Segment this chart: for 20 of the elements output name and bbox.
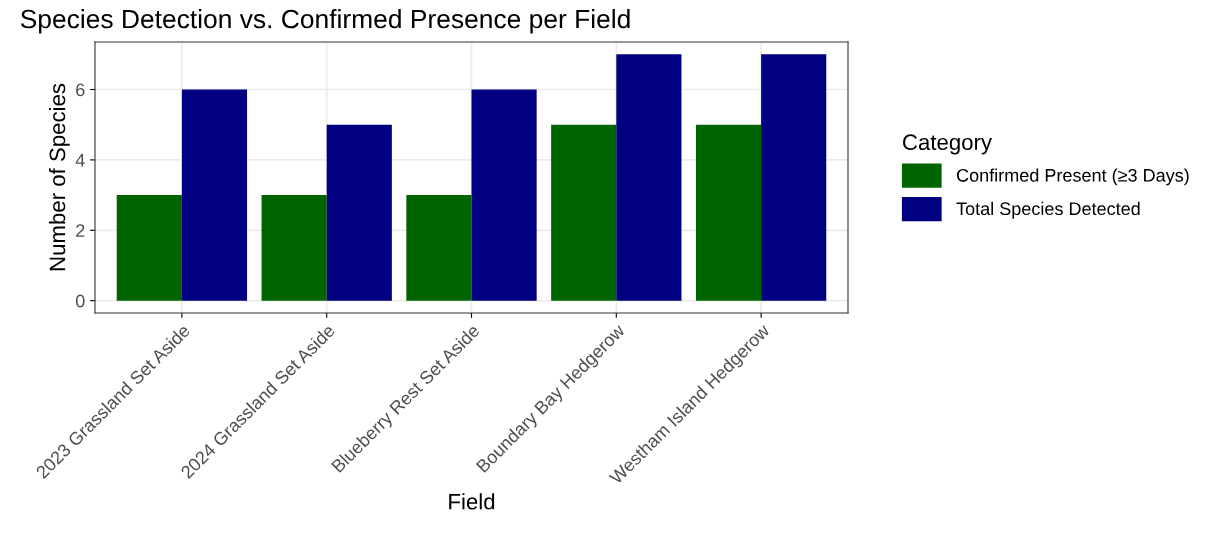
bar: [551, 124, 617, 301]
bar: [761, 54, 827, 301]
y-tick-label: 6: [76, 83, 85, 97]
y-tick-label: 4: [75, 154, 85, 167]
chart-title: Species Detection vs. Confirmed Presence per Field: [20, 8, 630, 34]
legend-label: Confirmed Present (≥3 Days): [956, 168, 1189, 186]
legend-label: Total Species Detected: [956, 201, 1140, 219]
y-axis-title: Number of Species: [48, 83, 70, 271]
bar: [181, 89, 248, 301]
x-axis-title: Field: [449, 493, 495, 510]
legend-title: Category: [903, 134, 993, 155]
bar: [406, 195, 472, 301]
bar: [326, 124, 392, 301]
bar: [471, 89, 537, 301]
y-tick-label: 2: [76, 224, 85, 237]
bar: [695, 124, 762, 301]
y-tick-label: 0: [75, 294, 85, 308]
bar: [116, 195, 182, 301]
bar: [616, 54, 682, 301]
bar: [261, 195, 327, 301]
